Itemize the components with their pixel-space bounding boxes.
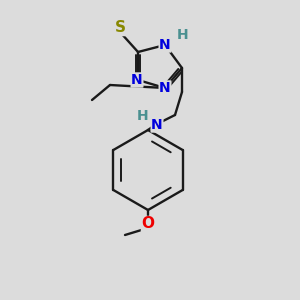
Text: N: N (159, 38, 171, 52)
Text: N: N (131, 73, 143, 87)
Text: N: N (151, 118, 163, 132)
Text: H: H (177, 28, 189, 42)
Text: N: N (159, 81, 171, 95)
Text: S: S (115, 20, 125, 35)
Text: H: H (137, 109, 149, 123)
Text: O: O (142, 217, 154, 232)
